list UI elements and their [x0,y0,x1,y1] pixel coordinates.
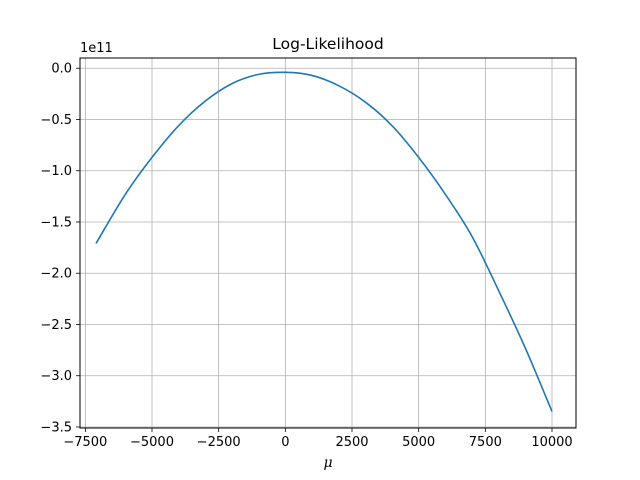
x-tick-label: −5000 [130,435,174,450]
chart-title: Log-Likelihood [272,35,383,53]
series-layer [95,71,553,412]
y-tick-label: −1.0 [40,164,72,179]
x-tick-label: 5000 [402,435,435,450]
x-axis-label: μ [323,455,332,471]
y-axis-offset-label: 1e11 [80,41,113,56]
x-tick-label: 10000 [531,435,572,450]
series-line-0 [95,71,553,412]
x-tick-label: −2500 [197,435,241,450]
grid-lines [80,58,576,428]
y-tick-label: −0.5 [40,113,72,128]
x-tick-label: 0 [281,435,289,450]
x-tick-label: 7500 [469,435,502,450]
x-tick-label: −7500 [63,435,107,450]
y-tick-label: −2.5 [40,318,72,333]
y-tick-label: −1.5 [40,215,72,230]
plot-frame [79,57,577,429]
y-axis-ticks: 0.0 −0.5 −1.0 −1.5 −2.0 −2.5 −3.0 −3.5 [40,62,80,435]
x-axis-ticks: −7500 −5000 −2500 0 2500 5000 7500 10000 [63,428,573,450]
y-tick-label: −3.5 [40,420,72,435]
y-tick-label: 0.0 [51,62,72,77]
y-tick-label: −2.0 [40,267,72,282]
y-tick-label: −3.0 [40,369,72,384]
x-tick-label: 2500 [335,435,368,450]
